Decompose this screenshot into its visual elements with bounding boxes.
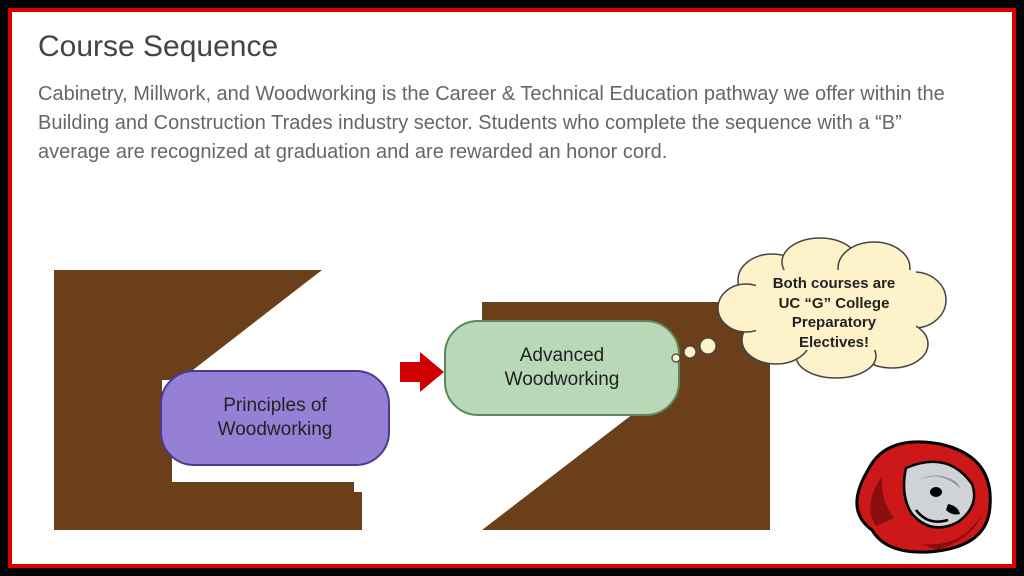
brown-shape-left-simple bbox=[54, 270, 322, 372]
brown-shape-left-diag bbox=[122, 270, 322, 380]
cloud-text: Both courses areUC “G” CollegePreparator… bbox=[773, 274, 896, 352]
arrow-icon bbox=[400, 352, 444, 392]
page-title: Course Sequence bbox=[38, 30, 986, 64]
cloud-text-wrap: Both courses areUC “G” CollegePreparator… bbox=[734, 258, 934, 368]
box-principles-label: Principles ofWoodworking bbox=[218, 394, 333, 442]
thought-dot-1 bbox=[700, 338, 716, 354]
lion-mascot-icon bbox=[857, 442, 990, 552]
box-advanced-label: AdvancedWoodworking bbox=[505, 344, 620, 392]
box-advanced: AdvancedWoodworking bbox=[444, 320, 680, 416]
box-principles: Principles ofWoodworking bbox=[160, 370, 390, 466]
body-paragraph: Cabinetry, Millwork, and Woodworking is … bbox=[38, 80, 968, 167]
frame-inner: Course Sequence Cabinetry, Millwork, and… bbox=[8, 8, 1016, 568]
frame-outer: Course Sequence Cabinetry, Millwork, and… bbox=[0, 0, 1024, 576]
thought-dot-2 bbox=[684, 346, 696, 358]
